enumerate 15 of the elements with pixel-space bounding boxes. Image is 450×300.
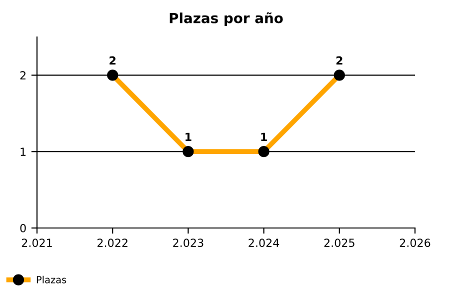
legend-label: Plazas [36, 276, 66, 284]
x-tick-label: 2.026 [400, 238, 430, 248]
y-tick-label: 1 [20, 148, 26, 156]
data-label: 2 [336, 56, 342, 65]
chart-title: Plazas por año [170, 12, 283, 26]
y-tick-label: 0 [20, 224, 26, 232]
x-tick-label: 2.025 [324, 238, 354, 248]
x-tick-label: 2.021 [22, 238, 52, 248]
y-tick-label: 2 [20, 71, 26, 80]
data-label: 2 [110, 56, 116, 65]
x-tick-label: 2.024 [248, 238, 280, 248]
x-tick-label: 2.022 [98, 238, 128, 248]
x-tick-label: 2.023 [173, 238, 204, 248]
data-label: 1 [186, 132, 192, 141]
data-label: 1 [261, 132, 267, 141]
